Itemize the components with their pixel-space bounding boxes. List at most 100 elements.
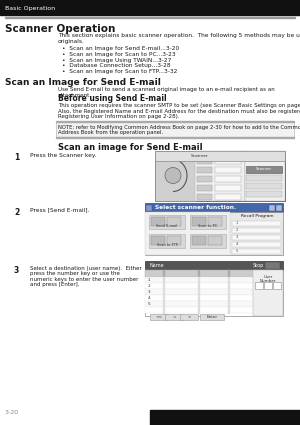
- Text: Scan an Image for Send E-mail: Scan an Image for Send E-mail: [5, 78, 161, 87]
- Text: Scan an image for Send E-mail: Scan an image for Send E-mail: [58, 142, 203, 151]
- Text: Use Send E-mail to send a scanned original image to an e-mail recipient as an at: Use Send E-mail to send a scanned origin…: [58, 87, 275, 98]
- Bar: [149, 233, 185, 247]
- Text: Stop: Stop: [253, 263, 264, 267]
- Bar: [228, 295, 229, 300]
- Bar: [232, 227, 281, 232]
- Bar: [246, 165, 282, 173]
- Bar: [215, 167, 241, 173]
- Text: 2: 2: [14, 207, 19, 216]
- Text: 3: 3: [236, 235, 239, 239]
- Text: Recall Program: Recall Program: [241, 214, 274, 218]
- Bar: [145, 300, 253, 306]
- Text: <<: <<: [155, 314, 163, 318]
- Bar: [208, 216, 222, 226]
- Text: NOTE: refer to Modifying Common Address Book on page 2-30 for how to add to the : NOTE: refer to Modifying Common Address …: [58, 125, 300, 130]
- Text: 2: 2: [148, 283, 151, 287]
- Bar: [197, 167, 212, 173]
- Bar: [269, 204, 275, 210]
- Text: Scanner: Scanner: [256, 167, 272, 171]
- Text: •  Scan an Image for Scan to FTP...3-32: • Scan an Image for Scan to FTP...3-32: [62, 69, 177, 74]
- Text: 3: 3: [148, 289, 151, 294]
- Bar: [198, 306, 199, 312]
- Bar: [163, 306, 164, 312]
- Bar: [150, 410, 300, 425]
- Bar: [232, 221, 281, 226]
- Bar: [145, 261, 283, 269]
- Bar: [198, 277, 199, 283]
- Text: User
Number: User Number: [260, 275, 276, 283]
- Text: 3: 3: [14, 266, 19, 275]
- Bar: [163, 300, 164, 306]
- Bar: [192, 235, 206, 244]
- Bar: [190, 233, 226, 247]
- Text: >: >: [187, 314, 191, 318]
- Bar: [163, 283, 164, 289]
- Text: Basic Operation: Basic Operation: [5, 6, 55, 11]
- Bar: [198, 283, 199, 289]
- Bar: [151, 235, 165, 244]
- Bar: [167, 235, 181, 244]
- Bar: [145, 306, 253, 312]
- Text: •  Database Connection Setup...3-28: • Database Connection Setup...3-28: [62, 63, 171, 68]
- Bar: [198, 269, 199, 277]
- Text: •  Scan an Image for Send E-mail...3-20: • Scan an Image for Send E-mail...3-20: [62, 46, 179, 51]
- Text: 4: 4: [236, 242, 239, 246]
- Bar: [197, 158, 212, 164]
- Bar: [5, 17, 295, 18]
- Text: originals.: originals.: [58, 39, 85, 44]
- Bar: [253, 269, 283, 315]
- Bar: [163, 277, 164, 283]
- Bar: [0, 0, 300, 15]
- Text: Press the Scanner key.: Press the Scanner key.: [30, 153, 96, 158]
- Bar: [255, 281, 263, 289]
- Bar: [232, 241, 281, 246]
- Bar: [264, 281, 272, 289]
- Text: Select scanner function.: Select scanner function.: [155, 204, 236, 210]
- Bar: [163, 269, 164, 277]
- Bar: [246, 182, 282, 189]
- Bar: [56, 121, 294, 122]
- Bar: [228, 283, 229, 289]
- Bar: [155, 150, 285, 201]
- Bar: [228, 269, 229, 277]
- Bar: [145, 269, 283, 277]
- Text: Address Book from the operation panel.: Address Book from the operation panel.: [58, 130, 163, 135]
- Text: 1: 1: [148, 278, 151, 281]
- Bar: [150, 314, 168, 320]
- Bar: [145, 289, 253, 295]
- Text: numeric keys to enter the user number: numeric keys to enter the user number: [30, 277, 138, 281]
- Text: Select a destination (user name).  Either: Select a destination (user name). Either: [30, 266, 142, 270]
- Bar: [56, 137, 294, 138]
- Text: Scanner: Scanner: [191, 153, 209, 158]
- Bar: [192, 216, 206, 226]
- Bar: [197, 193, 212, 199]
- Bar: [190, 215, 226, 229]
- Text: 5: 5: [148, 301, 151, 306]
- Bar: [195, 150, 245, 201]
- Text: Scanner Operation: Scanner Operation: [5, 24, 115, 34]
- Text: Registering User Information on page 2-28).: Registering User Information on page 2-2…: [58, 114, 179, 119]
- Text: 1: 1: [236, 221, 239, 225]
- Bar: [163, 295, 164, 300]
- Bar: [276, 204, 282, 210]
- Text: •  Scan an Image for Scan to PC...3-23: • Scan an Image for Scan to PC...3-23: [62, 52, 176, 57]
- Bar: [228, 300, 229, 306]
- Text: •  Scan an Image Using TWAIN...3-27: • Scan an Image Using TWAIN...3-27: [62, 58, 171, 62]
- Text: 5: 5: [236, 249, 239, 253]
- Bar: [208, 235, 222, 244]
- Bar: [155, 150, 195, 201]
- Text: 4: 4: [148, 295, 151, 300]
- Bar: [155, 150, 285, 161]
- Bar: [145, 277, 253, 283]
- Bar: [167, 216, 181, 226]
- Text: 3-20: 3-20: [5, 410, 19, 415]
- Bar: [228, 277, 229, 283]
- Bar: [149, 215, 185, 229]
- Bar: [197, 176, 212, 181]
- Bar: [265, 261, 280, 269]
- Bar: [232, 235, 281, 240]
- Bar: [145, 269, 283, 315]
- Text: Also, the Registered Name and E-mail Address for the destination must also be re: Also, the Registered Name and E-mail Add…: [58, 108, 300, 113]
- Bar: [198, 300, 199, 306]
- Bar: [273, 281, 281, 289]
